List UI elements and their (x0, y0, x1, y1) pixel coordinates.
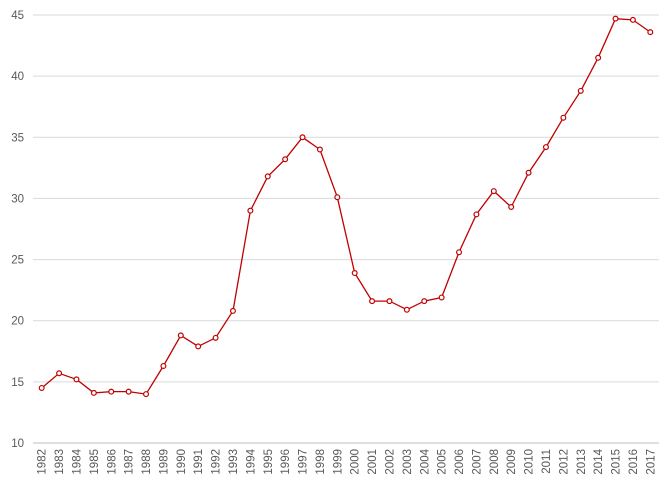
data-point-2013 (577, 87, 584, 94)
x-tick-label: 1994 (245, 448, 257, 474)
data-point-1985 (90, 389, 97, 396)
data-point-1998 (316, 146, 323, 153)
x-tick-label: 1986 (106, 449, 118, 475)
y-tick-label: 35 (11, 132, 24, 144)
x-tick-label: 2003 (402, 449, 414, 475)
data-point-2007 (473, 211, 480, 218)
y-tick-label: 30 (11, 193, 24, 205)
data-point-1984 (73, 376, 80, 383)
x-tick-label: 2014 (593, 448, 605, 474)
x-tick-label: 2000 (350, 449, 362, 475)
data-point-1988 (143, 391, 150, 398)
data-point-2008 (490, 188, 497, 195)
x-tick-label: 2010 (524, 449, 536, 475)
data-point-1986 (108, 388, 115, 395)
x-tick-label: 2016 (628, 449, 640, 475)
x-tick-label: 2008 (489, 449, 501, 475)
x-tick-label: 1987 (124, 449, 136, 475)
y-tick-label: 10 (11, 438, 24, 450)
x-tick-label: 1990 (176, 449, 188, 475)
data-point-1999 (334, 194, 341, 201)
x-tick-label: 2015 (611, 449, 623, 475)
data-point-1990 (177, 332, 184, 339)
data-point-2010 (525, 169, 532, 176)
x-tick-label: 2001 (367, 449, 379, 475)
x-tick-label: 1992 (211, 449, 223, 475)
x-tick-label: 2013 (576, 449, 588, 475)
data-point-2006 (456, 249, 463, 256)
data-point-1983 (56, 370, 63, 377)
data-point-1991 (195, 343, 202, 350)
x-tick-label: 1996 (280, 449, 292, 475)
y-axis-tick-labels: 10 15 20 25 30 35 40 45 (11, 10, 24, 450)
x-tick-label: 2007 (471, 449, 483, 475)
data-point-1989 (160, 362, 167, 369)
x-axis-tick-labels: 1982 1983 1984 1985 1986 1987 1988 1989 1990 1991… (37, 448, 658, 474)
x-tick-label: 2002 (384, 449, 396, 475)
data-point-2015 (612, 15, 619, 22)
data-point-1993 (229, 307, 236, 314)
x-tick-label: 1997 (298, 449, 310, 475)
x-tick-label: 1999 (332, 449, 344, 475)
x-tick-label: 1989 (158, 449, 170, 475)
x-tick-label: 1995 (263, 449, 275, 475)
series-line (41, 18, 651, 395)
data-point-1996 (282, 156, 289, 163)
x-tick-label: 2011 (541, 449, 553, 474)
data-point-2000 (351, 270, 358, 277)
x-tick-label: 1985 (89, 449, 101, 475)
data-point-2004 (421, 298, 428, 305)
data-point-2002 (386, 298, 393, 305)
x-tick-label: 2006 (454, 449, 466, 475)
x-tick-label: 1983 (54, 449, 66, 475)
data-point-1994 (247, 207, 254, 214)
data-point-2005 (438, 294, 445, 301)
x-tick-label: 2005 (437, 449, 449, 475)
x-tick-label: 1984 (71, 448, 83, 474)
x-tick-label: 1991 (193, 449, 205, 475)
data-point-1995 (264, 173, 271, 180)
y-tick-label: 40 (11, 71, 24, 83)
series-markers (38, 15, 654, 398)
y-tick-label: 45 (11, 10, 24, 22)
x-tick-label: 1993 (228, 449, 240, 475)
data-point-2017 (647, 29, 654, 36)
x-tick-label: 1982 (37, 449, 49, 475)
data-point-1997 (299, 134, 306, 141)
data-point-1982 (38, 384, 45, 391)
x-tick-label: 2012 (558, 449, 570, 475)
y-tick-label: 15 (11, 377, 24, 389)
data-point-2001 (369, 298, 376, 305)
data-point-2016 (629, 16, 636, 23)
y-tick-label: 20 (11, 316, 24, 328)
x-tick-label: 1998 (315, 449, 327, 475)
x-tick-label: 2009 (506, 449, 518, 475)
gridlines (33, 14, 659, 383)
data-point-1987 (125, 388, 132, 395)
x-tick-label: 1988 (141, 449, 153, 475)
data-point-2003 (403, 306, 410, 313)
data-point-2014 (595, 54, 602, 61)
data-point-2011 (542, 144, 549, 151)
data-point-2009 (508, 203, 515, 210)
x-tick-label: 2017 (645, 449, 657, 475)
x-tick-label: 2004 (419, 448, 431, 474)
data-point-2012 (560, 114, 567, 121)
data-point-1992 (212, 334, 219, 341)
y-tick-label: 25 (11, 255, 24, 267)
